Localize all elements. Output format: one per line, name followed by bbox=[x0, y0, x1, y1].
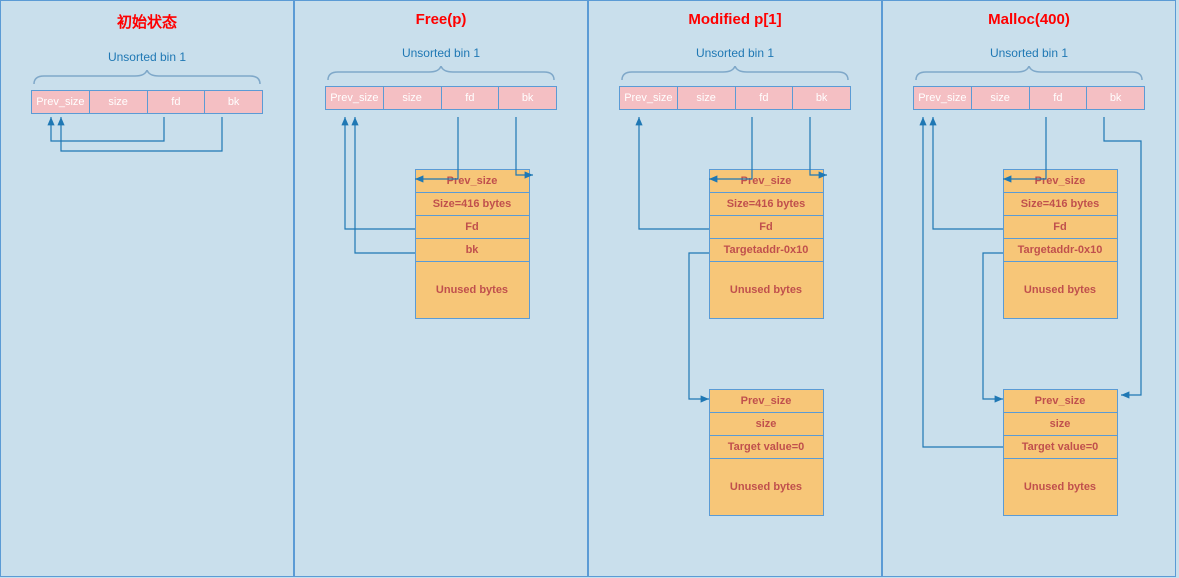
bin-cell-fd: fd bbox=[442, 87, 500, 109]
unsorted-bin-row: Prev_sizesizefdbk bbox=[619, 86, 851, 110]
panel-subtitle: Unsorted bin 1 bbox=[883, 46, 1175, 60]
panel-title: Malloc(400) bbox=[883, 11, 1175, 28]
panel-1: Free(p)Unsorted bin 1Prev_sizesizefdbkPr… bbox=[294, 0, 588, 577]
chunk-field: Unused bytes bbox=[710, 262, 823, 318]
bin-cell-prev-size: Prev_size bbox=[326, 87, 384, 109]
chunk-field: Unused bytes bbox=[1004, 459, 1117, 515]
chunk-field: Fd bbox=[1004, 216, 1117, 239]
chunk-field: Unused bytes bbox=[710, 459, 823, 515]
chunk-field: Target value=0 bbox=[710, 436, 823, 459]
bin-cell-size: size bbox=[384, 87, 442, 109]
chunk-field: Unused bytes bbox=[416, 262, 529, 318]
chunk-field: size bbox=[1004, 413, 1117, 436]
chunk-top: Prev_sizeSize=416 bytesFdbkUnused bytes bbox=[415, 169, 530, 319]
bin-cell-bk: bk bbox=[793, 87, 850, 109]
chunk-field: Prev_size bbox=[710, 170, 823, 193]
chunk-top: Prev_sizeSize=416 bytesFdTargetaddr-0x10… bbox=[1003, 169, 1118, 319]
bin-cell-bk: bk bbox=[205, 91, 262, 113]
chunk-field: Prev_size bbox=[710, 390, 823, 413]
panel-title: Modified p[1] bbox=[589, 11, 881, 28]
chunk-bottom: Prev_sizesizeTarget value=0Unused bytes bbox=[1003, 389, 1118, 516]
panel-subtitle: Unsorted bin 1 bbox=[295, 46, 587, 60]
bin-cell-fd: fd bbox=[736, 87, 794, 109]
chunk-field: Targetaddr-0x10 bbox=[710, 239, 823, 262]
chunk-field: Fd bbox=[416, 216, 529, 239]
bin-cell-bk: bk bbox=[499, 87, 556, 109]
brace bbox=[620, 66, 850, 82]
brace bbox=[326, 66, 556, 82]
chunk-top: Prev_sizeSize=416 bytesFdTargetaddr-0x10… bbox=[709, 169, 824, 319]
unsorted-bin-row: Prev_sizesizefdbk bbox=[913, 86, 1145, 110]
chunk-field: bk bbox=[416, 239, 529, 262]
brace bbox=[32, 70, 262, 86]
panel-title: 初始状态 bbox=[1, 11, 293, 32]
bin-cell-prev-size: Prev_size bbox=[914, 87, 972, 109]
chunk-field: Targetaddr-0x10 bbox=[1004, 239, 1117, 262]
bin-cell-prev-size: Prev_size bbox=[32, 91, 90, 113]
bin-cell-fd: fd bbox=[1030, 87, 1088, 109]
chunk-field: Size=416 bytes bbox=[1004, 193, 1117, 216]
bin-cell-fd: fd bbox=[148, 91, 206, 113]
chunk-field: Size=416 bytes bbox=[416, 193, 529, 216]
chunk-field: size bbox=[710, 413, 823, 436]
panel-subtitle: Unsorted bin 1 bbox=[1, 50, 293, 64]
chunk-field: Unused bytes bbox=[1004, 262, 1117, 318]
bin-cell-bk: bk bbox=[1087, 87, 1144, 109]
bin-cell-size: size bbox=[678, 87, 736, 109]
panel-title: Free(p) bbox=[295, 11, 587, 28]
panel-3: Malloc(400)Unsorted bin 1Prev_sizesizefd… bbox=[882, 0, 1176, 577]
unsorted-bin-row: Prev_sizesizefdbk bbox=[325, 86, 557, 110]
chunk-field: Size=416 bytes bbox=[710, 193, 823, 216]
unsorted-bin-row: Prev_sizesizefdbk bbox=[31, 90, 263, 114]
chunk-field: Prev_size bbox=[416, 170, 529, 193]
chunk-field: Prev_size bbox=[1004, 390, 1117, 413]
chunk-bottom: Prev_sizesizeTarget value=0Unused bytes bbox=[709, 389, 824, 516]
brace bbox=[914, 66, 1144, 82]
chunk-field: Fd bbox=[710, 216, 823, 239]
panel-2: Modified p[1]Unsorted bin 1Prev_sizesize… bbox=[588, 0, 882, 577]
panel-0: 初始状态 Unsorted bin 1 Prev_sizesizefdbk bbox=[0, 0, 294, 577]
bin-cell-size: size bbox=[972, 87, 1030, 109]
bin-cell-prev-size: Prev_size bbox=[620, 87, 678, 109]
chunk-field: Target value=0 bbox=[1004, 436, 1117, 459]
panel-subtitle: Unsorted bin 1 bbox=[589, 46, 881, 60]
chunk-field: Prev_size bbox=[1004, 170, 1117, 193]
bin-cell-size: size bbox=[90, 91, 148, 113]
